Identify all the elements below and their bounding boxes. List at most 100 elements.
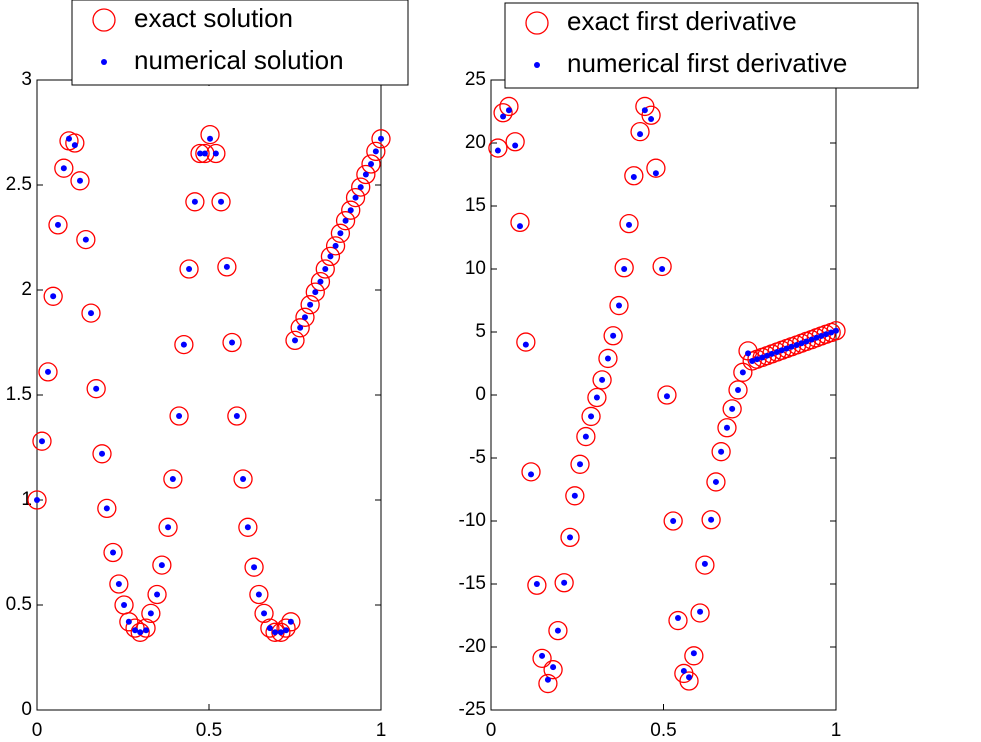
- exact-point: [646, 158, 666, 178]
- numerical-point: [82, 236, 89, 243]
- numerical-point: [680, 667, 687, 674]
- legend-label: exact first derivative: [567, 6, 797, 36]
- axes-box: [490, 79, 837, 711]
- numerical-point: [783, 345, 790, 352]
- y-tick-label: 20: [465, 132, 486, 153]
- numerical-point: [708, 516, 715, 523]
- numerical-point: [648, 116, 655, 123]
- numerical-point: [115, 581, 122, 587]
- numerical-point: [71, 142, 78, 149]
- legend-marker: [92, 8, 116, 32]
- exact-point: [581, 406, 601, 427]
- exact-point: [510, 212, 530, 233]
- x-tick-label: 0.5: [196, 720, 222, 741]
- exact-point: [281, 612, 301, 632]
- x-tick-label: 1: [376, 720, 387, 741]
- numerical-point: [593, 394, 600, 401]
- exact-point: [641, 105, 661, 125]
- axes-box: [36, 79, 382, 711]
- x-tick-label: 0: [32, 720, 43, 741]
- numerical-point: [362, 171, 369, 178]
- exact-point: [711, 442, 731, 462]
- numerical-point: [332, 242, 339, 249]
- numerical-point: [357, 184, 364, 191]
- numerical-point: [244, 524, 251, 531]
- exact-point: [169, 406, 189, 426]
- numerical-point: [292, 337, 298, 344]
- numerical-point: [615, 302, 622, 309]
- numerical-point: [368, 161, 375, 167]
- numerical-point: [342, 217, 349, 224]
- exact-point: [614, 258, 634, 278]
- numerical-point: [659, 266, 666, 272]
- exact-point: [217, 257, 237, 277]
- numerical-point: [652, 170, 659, 177]
- y-tick-label: 2.5: [6, 174, 32, 195]
- exact-point: [179, 259, 199, 279]
- numerical-point: [818, 333, 825, 340]
- exact-point: [174, 334, 194, 355]
- numerical-point: [759, 354, 766, 361]
- legend-label: numerical solution: [134, 45, 344, 75]
- numerical-point: [828, 329, 835, 336]
- exact-point: [722, 399, 742, 419]
- exact-point: [826, 321, 846, 341]
- numerical-point: [197, 150, 204, 157]
- numerical-point: [110, 549, 117, 556]
- exact-point: [351, 177, 371, 197]
- numerical-point: [571, 492, 578, 499]
- numerical-point: [207, 135, 214, 142]
- numerical-point: [50, 293, 57, 300]
- numerical-point: [240, 476, 247, 482]
- numerical-point: [307, 301, 314, 308]
- numerical-point: [516, 223, 523, 230]
- numerical-point: [312, 289, 319, 296]
- numerical-point: [143, 627, 150, 634]
- numerical-point: [690, 650, 697, 657]
- numerical-point: [287, 618, 294, 625]
- exact-point: [103, 542, 123, 563]
- numerical-point: [223, 263, 230, 270]
- exact-point: [701, 510, 721, 530]
- y-tick-label: 5: [475, 321, 486, 342]
- exact-point: [345, 187, 366, 208]
- numerical-point: [176, 413, 183, 419]
- exact-point: [330, 223, 351, 243]
- exact-point: [43, 286, 63, 306]
- numerical-point: [813, 334, 820, 341]
- numerical-point: [60, 165, 67, 172]
- numerical-point: [577, 461, 584, 468]
- numerical-point: [641, 107, 648, 114]
- exact-point: [548, 620, 568, 641]
- exact-point: [592, 370, 612, 390]
- exact-point: [695, 555, 715, 575]
- y-tick-label: 0.5: [6, 594, 32, 615]
- exact-point: [565, 486, 585, 506]
- exact-point: [630, 122, 650, 142]
- exact-point: [54, 158, 74, 178]
- numerical-point: [588, 413, 595, 420]
- exact-point: [290, 318, 310, 338]
- numerical-point: [103, 505, 110, 512]
- exact-point: [706, 472, 726, 492]
- numerical-point: [169, 476, 176, 482]
- exact-point: [233, 469, 253, 489]
- exact-point: [624, 166, 644, 186]
- exact-point: [532, 648, 552, 668]
- numerical-point: [251, 564, 258, 571]
- exact-point: [27, 490, 47, 510]
- numerical-point: [255, 591, 262, 598]
- exact-point: [679, 671, 699, 691]
- exact-point: [320, 246, 341, 267]
- numerical-point: [697, 608, 704, 615]
- numerical-point: [337, 230, 344, 237]
- numerical-point: [186, 266, 193, 272]
- y-tick-label: 10: [465, 258, 486, 279]
- numerical-point: [723, 424, 730, 431]
- numerical-point: [749, 357, 756, 364]
- x-tick-label: 0.5: [650, 720, 676, 741]
- exact-point: [86, 379, 106, 399]
- exact-point: [728, 380, 748, 400]
- exact-point: [341, 200, 361, 220]
